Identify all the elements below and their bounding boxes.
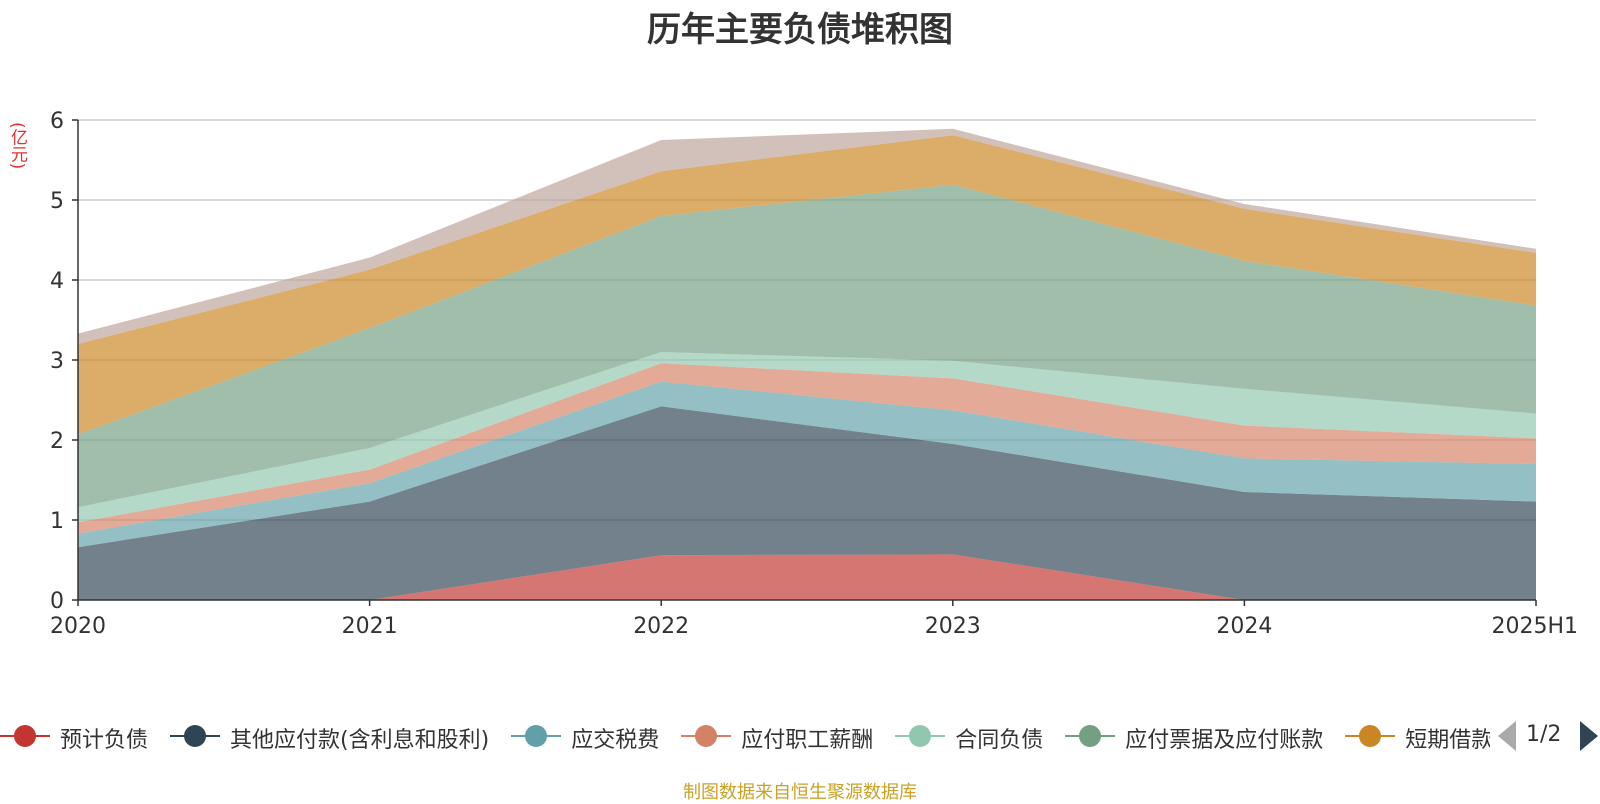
chart-title: 历年主要负债堆积图 — [647, 10, 953, 50]
area-series-4[interactable] — [78, 352, 1536, 523]
legend-item-0[interactable]: 预计负债 — [0, 716, 148, 756]
x-tick-label-4: 2024 — [1216, 614, 1272, 639]
area-series-2[interactable] — [78, 381, 1536, 548]
legend-label: 应交税费 — [571, 728, 660, 753]
x-tick-label-3: 2023 — [925, 614, 981, 639]
area-series-0[interactable] — [78, 554, 1536, 600]
x-tick-label-5: 2025H1 — [1491, 614, 1578, 639]
legend-label: 其他应付款(含利息和股利) — [230, 728, 490, 753]
data-source-note: 制图数据来自恒生聚源数据库 — [683, 782, 917, 803]
legend-item-3[interactable]: 应付职工薪酬 — [681, 716, 873, 756]
y-tick-label-0: 0 — [50, 589, 64, 614]
legend-item-2[interactable]: 应交税费 — [511, 716, 659, 756]
legend-dot-icon — [1359, 725, 1382, 747]
area-series-6[interactable] — [78, 135, 1536, 435]
legend-dot-icon — [1079, 725, 1102, 747]
legend-item-4[interactable]: 合同负债 — [895, 716, 1043, 756]
y-tick-label-3: 3 — [50, 349, 64, 374]
legend-dot-icon — [695, 725, 718, 747]
legend-prev-page-icon[interactable] — [1498, 721, 1516, 751]
x-tick-label-1: 2021 — [342, 614, 398, 639]
legend-item-6[interactable]: 短期借款 — [1345, 716, 1490, 756]
legend-label: 应付票据及应付账款 — [1125, 728, 1324, 753]
y-tick-label-1: 1 — [50, 509, 64, 534]
legend-label: 合同负债 — [955, 728, 1044, 753]
y-axis-unit-label: (亿元) — [7, 122, 27, 170]
legend-label: 预计负债 — [60, 728, 149, 753]
legend-item-5[interactable]: 应付票据及应付账款 — [1065, 716, 1323, 756]
legend-page-indicator: 1/2 — [1526, 722, 1562, 747]
legend-label: 应付职工薪酬 — [741, 728, 874, 753]
legend-dot-icon — [14, 725, 36, 747]
y-tick-label-5: 5 — [50, 189, 64, 214]
y-tick-label-2: 2 — [50, 429, 64, 454]
area-series-5[interactable] — [78, 184, 1536, 508]
legend-pager: 1/2 — [1494, 716, 1600, 756]
legend-dot-icon — [909, 725, 932, 747]
x-tick-label-2: 2022 — [633, 614, 689, 639]
y-tick-label-6: 6 — [50, 109, 64, 134]
area-series-group — [78, 128, 1536, 600]
area-series-1[interactable] — [78, 406, 1536, 600]
area-series-3[interactable] — [78, 363, 1536, 534]
legend: 预计负债 其他应付款(含利息和股利) 应交税费 应付职工薪酬 合同负债 应付票据及应付账款… — [0, 716, 1490, 756]
legend-next-page-icon[interactable] — [1580, 721, 1598, 751]
legend-label: 短期借款 — [1405, 728, 1490, 753]
legend-item-1[interactable]: 其他应付款(含利息和股利) — [170, 716, 489, 756]
y-tick-label-4: 4 — [50, 269, 64, 294]
legend-dot-icon — [525, 725, 548, 747]
x-tick-label-0: 2020 — [50, 614, 106, 639]
legend-dot-icon — [184, 725, 207, 747]
axes-group: 0 1 2 3 4 5 6 2020 2021 2022 2023 2024 2025H1 — [50, 109, 1578, 639]
